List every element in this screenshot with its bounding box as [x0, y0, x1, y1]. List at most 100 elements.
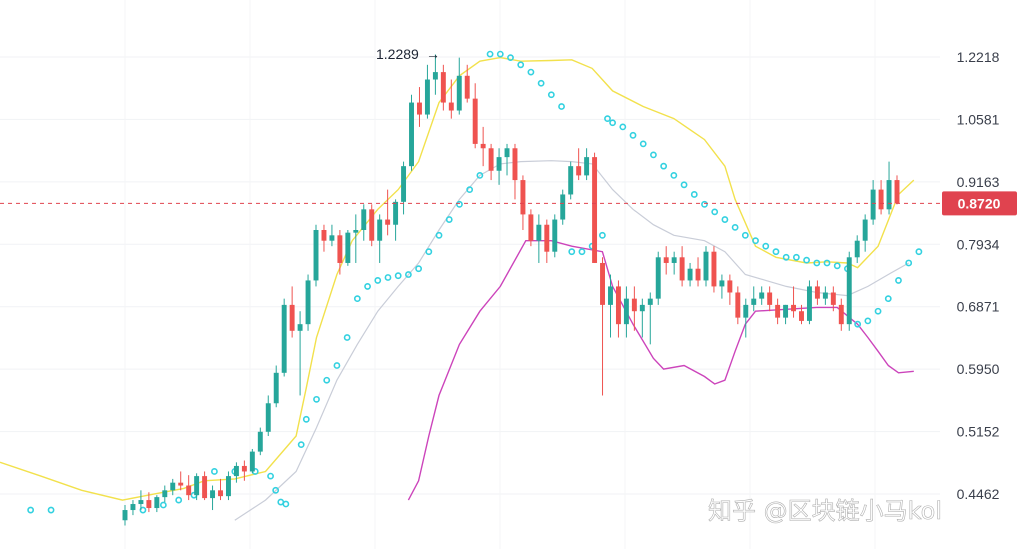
candle-body: [130, 504, 136, 511]
candle-body: [520, 180, 526, 215]
candle-body: [671, 257, 677, 263]
candle-body: [783, 304, 789, 318]
sar-dot: [792, 253, 800, 261]
sar-dot: [568, 248, 576, 256]
candle-body: [687, 268, 693, 281]
y-tick-label: 0.6871: [957, 299, 1000, 315]
sar-dot: [629, 131, 637, 139]
candle-body: [695, 268, 701, 281]
sar-dot: [711, 208, 719, 216]
sar-dot: [813, 259, 821, 267]
candle-body: [767, 292, 773, 305]
sar-dot: [884, 295, 892, 303]
sar-dot: [537, 79, 545, 87]
candle-body: [393, 201, 399, 225]
candle-body: [257, 431, 263, 452]
candle-body: [679, 257, 685, 281]
candle-body: [417, 102, 422, 115]
candle-body: [154, 497, 160, 509]
candle-body: [353, 229, 359, 233]
sar-dot: [267, 472, 274, 480]
candle-body: [759, 292, 765, 299]
candle-body: [385, 219, 391, 225]
candle-body: [440, 72, 446, 103]
candle-body: [735, 292, 741, 318]
candle-body: [592, 157, 598, 263]
sar-dot: [741, 231, 749, 239]
bollinger-bands: [0, 56, 915, 521]
candle-body: [472, 98, 478, 144]
sar-dot: [803, 256, 810, 264]
sar-dot: [27, 506, 35, 514]
candle-body: [862, 219, 868, 241]
candle-body: [297, 324, 303, 331]
sar-dot: [297, 441, 305, 449]
sar-dot: [282, 500, 290, 508]
candle-body: [464, 75, 470, 99]
sar-dot: [854, 320, 862, 328]
y-tick-label: 0.9163: [957, 174, 1000, 190]
candle-body: [377, 219, 383, 241]
candle-body: [456, 75, 462, 111]
sar-dot: [650, 151, 657, 159]
sar-dot: [175, 496, 183, 504]
candle-body: [536, 224, 542, 241]
sar-dot: [139, 506, 147, 514]
candle-body: [194, 476, 200, 496]
sar-dot: [598, 231, 606, 239]
bollinger-middle-band: [234, 160, 909, 521]
sar-dot: [905, 259, 913, 267]
sar-dot: [762, 242, 770, 250]
candle-body: [830, 292, 836, 305]
candle-body: [401, 166, 407, 202]
candle-body: [743, 304, 749, 318]
candle-body: [122, 510, 128, 521]
sar-dot: [425, 248, 433, 256]
candle-body: [584, 157, 590, 176]
candle-body: [799, 311, 804, 321]
sar-dot: [486, 50, 494, 58]
candle-body: [576, 166, 582, 176]
sar-dot: [547, 91, 555, 99]
sar-dot: [690, 191, 698, 198]
watermark-text: 知乎 @区块链小马kol: [708, 497, 942, 525]
candle-body: [249, 451, 255, 472]
sar-dot: [558, 103, 565, 110]
candle-body: [321, 229, 327, 241]
sar-dot: [639, 140, 647, 148]
candle-body: [345, 232, 351, 263]
candle-body: [170, 482, 176, 491]
candle-body: [202, 476, 208, 499]
sar-dot: [384, 274, 392, 281]
candle-body: [647, 298, 653, 305]
candle-body: [838, 304, 844, 325]
sar-dot: [721, 216, 729, 223]
candle-body: [178, 482, 184, 486]
candle-body: [305, 280, 311, 325]
y-tick-label: 0.4462: [957, 486, 1000, 502]
sar-dot: [507, 54, 514, 62]
candle-body: [496, 157, 502, 171]
y-tick-label: 0.7934: [957, 236, 1000, 252]
candle-body: [544, 224, 550, 252]
current-price-label: 0.8720: [958, 195, 1001, 211]
candle-body: [631, 298, 637, 312]
sar-dot: [159, 501, 167, 509]
sar-dot: [864, 317, 872, 325]
candle-body: [615, 286, 621, 325]
candle-body: [886, 180, 892, 210]
candle-body: [528, 214, 534, 241]
candle-body: [727, 280, 733, 293]
candle-body: [313, 229, 319, 281]
candle-body: [623, 298, 629, 325]
sar-dot: [435, 231, 443, 239]
sar-dot: [895, 277, 902, 284]
candle-body: [337, 235, 343, 263]
candle-body: [846, 257, 852, 325]
candle-body: [814, 286, 820, 299]
sar-dot: [782, 253, 790, 261]
candle-body: [568, 166, 574, 195]
sar-dot: [394, 272, 402, 280]
sar-dot: [833, 262, 841, 270]
